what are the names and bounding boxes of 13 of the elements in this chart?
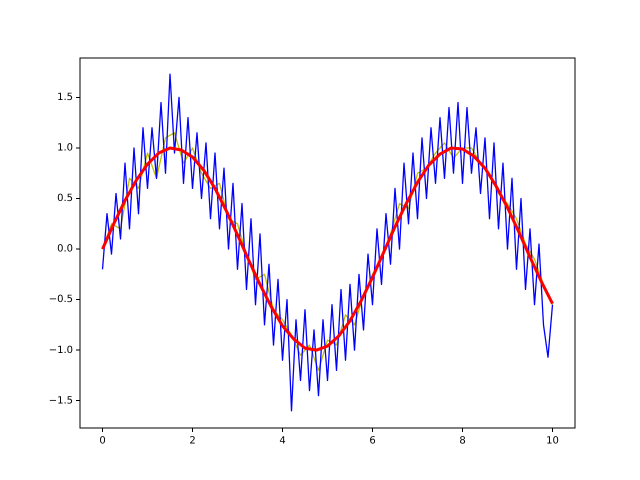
x-tick-label: 10 — [546, 436, 559, 447]
y-tick-label: −0.5 — [48, 294, 73, 306]
x-tick-label: 4 — [279, 436, 286, 447]
x-tick-label: 0 — [99, 436, 106, 447]
x-tick-label: 2 — [189, 436, 196, 447]
y-tick-label: 0.0 — [57, 244, 73, 255]
y-tick-label: 1.0 — [57, 142, 73, 154]
y-tick-label: −1.0 — [48, 344, 73, 356]
y-tick-label: 0.5 — [57, 193, 73, 204]
x-tick-label: 6 — [369, 436, 376, 447]
y-tick-label: 1.5 — [57, 92, 73, 104]
x-tick-label: 8 — [459, 436, 466, 447]
y-tick-label: −1.5 — [48, 395, 73, 406]
